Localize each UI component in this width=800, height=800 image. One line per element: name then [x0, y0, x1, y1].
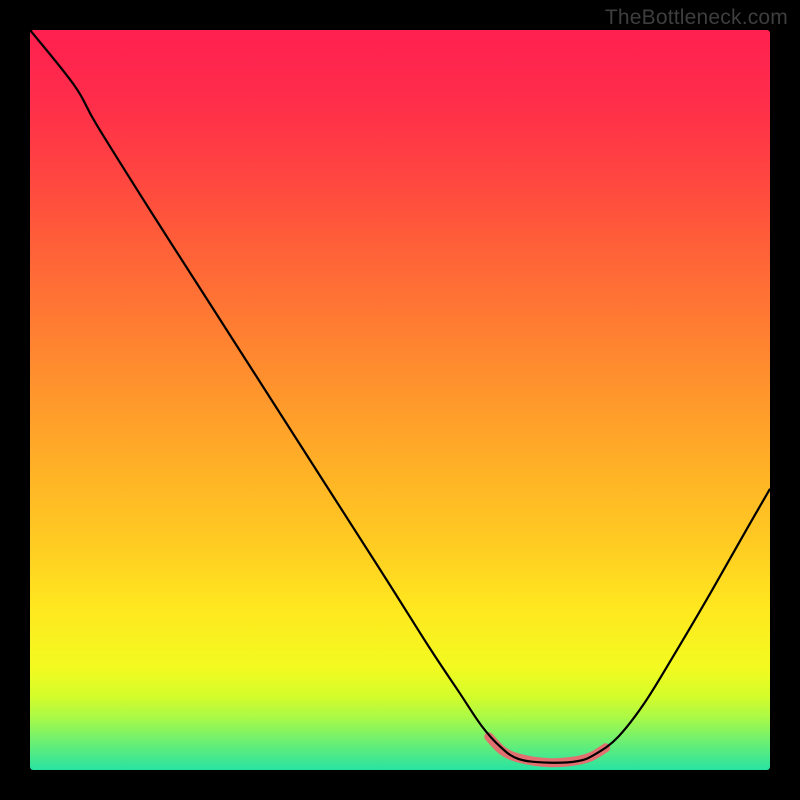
plot-frame: [30, 30, 770, 770]
main-curve: [30, 30, 770, 763]
curve-overlay: [30, 30, 770, 770]
watermark-text: TheBottleneck.com: [605, 6, 788, 30]
